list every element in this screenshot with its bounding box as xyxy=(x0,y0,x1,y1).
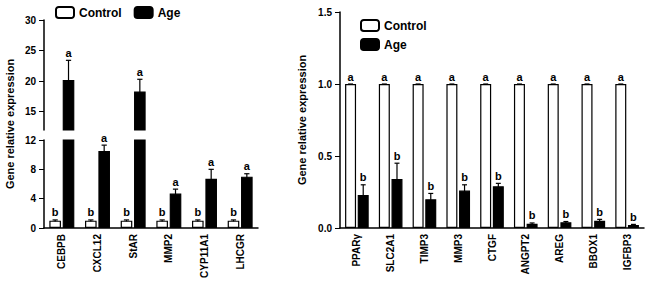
svg-text:a: a xyxy=(348,71,355,83)
svg-text:a: a xyxy=(516,71,523,83)
svg-text:b: b xyxy=(596,206,603,218)
svg-text:30: 30 xyxy=(25,15,37,26)
svg-text:0: 0 xyxy=(30,223,36,234)
svg-text:Control: Control xyxy=(79,6,122,20)
svg-text:SLC2A1: SLC2A1 xyxy=(385,234,396,273)
svg-text:b: b xyxy=(495,170,502,182)
svg-text:b: b xyxy=(159,206,166,218)
svg-text:0.0: 0.0 xyxy=(318,223,332,234)
svg-text:a: a xyxy=(101,132,108,144)
svg-text:Gene relative expression: Gene relative expression xyxy=(296,55,308,186)
svg-text:b: b xyxy=(427,180,434,192)
svg-text:b: b xyxy=(194,206,201,218)
svg-text:12: 12 xyxy=(25,135,37,146)
svg-text:StAR: StAR xyxy=(128,233,139,258)
svg-text:20: 20 xyxy=(25,76,37,87)
svg-text:LHCGR: LHCGR xyxy=(235,233,246,269)
svg-text:15: 15 xyxy=(25,106,37,117)
svg-text:MMP3: MMP3 xyxy=(453,234,464,263)
svg-text:CXCL12: CXCL12 xyxy=(92,234,103,273)
svg-text:a: a xyxy=(208,156,215,168)
svg-text:IGFBP3: IGFBP3 xyxy=(622,234,633,271)
svg-text:b: b xyxy=(630,211,637,223)
svg-text:a: a xyxy=(618,71,625,83)
svg-text:4: 4 xyxy=(30,193,36,204)
svg-text:8: 8 xyxy=(30,164,36,175)
svg-text:a: a xyxy=(584,71,591,83)
svg-text:b: b xyxy=(360,171,367,183)
svg-text:b: b xyxy=(87,206,94,218)
svg-text:a: a xyxy=(550,71,557,83)
svg-text:a: a xyxy=(483,71,490,83)
svg-text:Age: Age xyxy=(158,6,181,20)
svg-text:Gene relative expression: Gene relative expression xyxy=(4,59,16,190)
svg-text:Control: Control xyxy=(384,19,427,33)
svg-text:MMP2: MMP2 xyxy=(163,234,174,263)
svg-text:ANGPT2: ANGPT2 xyxy=(520,234,531,275)
svg-text:AREG: AREG xyxy=(554,234,565,263)
svg-text:b: b xyxy=(563,208,570,220)
svg-text:CTGF: CTGF xyxy=(487,234,498,261)
svg-text:b: b xyxy=(52,206,59,218)
svg-text:1.5: 1.5 xyxy=(318,7,332,18)
svg-text:a: a xyxy=(415,71,422,83)
svg-text:b: b xyxy=(123,206,130,218)
svg-text:a: a xyxy=(244,160,251,172)
svg-text:a: a xyxy=(65,47,72,59)
svg-text:1.0: 1.0 xyxy=(318,79,332,90)
svg-text:b: b xyxy=(529,209,536,221)
svg-text:BBOX1: BBOX1 xyxy=(588,234,599,269)
svg-text:b: b xyxy=(394,150,401,162)
svg-text:CEBPB: CEBPB xyxy=(56,234,67,269)
svg-text:a: a xyxy=(172,176,179,188)
svg-text:b: b xyxy=(461,171,468,183)
svg-text:25: 25 xyxy=(25,45,37,56)
svg-text:CYP11A1: CYP11A1 xyxy=(199,234,210,278)
svg-text:a: a xyxy=(381,71,388,83)
svg-text:b: b xyxy=(230,206,237,218)
svg-text:PPARγ: PPARγ xyxy=(351,234,362,267)
svg-text:TIMP3: TIMP3 xyxy=(419,234,430,264)
svg-text:0.5: 0.5 xyxy=(318,151,332,162)
svg-text:a: a xyxy=(137,66,144,78)
svg-text:Age: Age xyxy=(384,38,407,52)
svg-text:a: a xyxy=(449,71,456,83)
